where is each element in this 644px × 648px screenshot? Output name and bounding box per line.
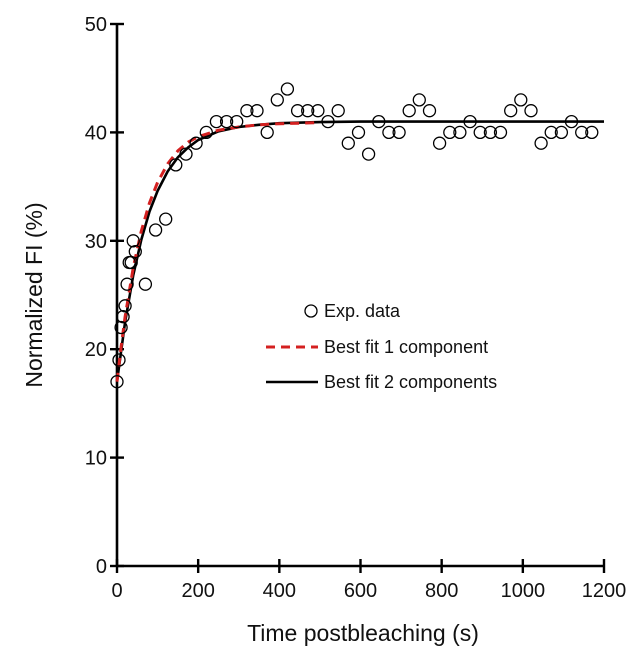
data-point [138, 277, 153, 291]
x-tick-label: 1000 [501, 580, 546, 602]
data-point [230, 114, 244, 129]
legend-label-fit-1: Best fit 1 component [324, 337, 488, 357]
data-point [432, 136, 447, 150]
data-point [554, 125, 569, 140]
data-point [402, 104, 416, 118]
data-point [260, 125, 274, 140]
data-point [331, 104, 345, 118]
data-point [341, 136, 355, 150]
data-point [179, 147, 193, 161]
data-point [361, 147, 376, 161]
data-point [473, 125, 487, 140]
data-point [351, 125, 366, 140]
data-point [321, 114, 335, 129]
y-tick-label: 50 [85, 14, 107, 36]
fit-2-components-line [115, 120, 604, 382]
data-point [120, 277, 134, 291]
data-point [311, 104, 325, 118]
data-point [301, 104, 315, 118]
axes [110, 22, 606, 573]
tick-labels: 0 10 20 30 40 50 0 200 400 600 800 1000 1200 [85, 14, 627, 602]
data-point [128, 244, 142, 259]
data-point [159, 212, 173, 226]
y-tick-label: 20 [85, 339, 107, 361]
data-point [116, 310, 130, 324]
data-point [585, 125, 599, 140]
data-point [199, 125, 213, 140]
data-point [463, 114, 477, 129]
data-point [372, 114, 386, 129]
data-point [126, 234, 140, 248]
data-point [189, 136, 203, 150]
data-point [250, 104, 264, 118]
y-tick-label: 10 [85, 448, 107, 470]
legend-marker-exp-data [304, 304, 318, 318]
data-point [240, 104, 254, 118]
data-point [110, 375, 124, 389]
fit-curves [115, 120, 604, 382]
legend-label-exp-data: Exp. data [324, 301, 401, 321]
data-point [270, 93, 284, 107]
data-point [382, 125, 396, 140]
data-point [209, 114, 224, 129]
y-tick-label: 0 [96, 556, 107, 578]
legend-label-fit-2: Best fit 2 components [324, 372, 497, 392]
x-tick-label: 400 [263, 580, 296, 602]
data-point [112, 353, 126, 367]
data-point [280, 82, 295, 96]
x-tick-label: 600 [344, 580, 377, 602]
data-point [118, 299, 132, 313]
data-point [114, 320, 128, 335]
data-point [524, 104, 538, 118]
data-point [564, 114, 579, 129]
x-tick-label: 800 [425, 580, 458, 602]
data-point [148, 223, 163, 237]
data-point [392, 125, 406, 140]
data-point [493, 125, 508, 140]
data-point [504, 104, 518, 118]
x-tick-label: 0 [111, 580, 122, 602]
x-axis-label: Time postbleaching (s) [247, 620, 479, 646]
data-point [453, 125, 467, 140]
fit-1-component-line [115, 121, 320, 382]
data-point [575, 125, 589, 140]
y-axis-label: Normalized FI (%) [21, 202, 47, 387]
y-tick-label: 40 [85, 122, 107, 144]
data-point [443, 125, 457, 140]
data-point [219, 114, 234, 129]
data-point [534, 136, 548, 150]
y-tick-label: 30 [85, 231, 107, 253]
legend: Exp. data Best fit 1 component Best fit … [266, 301, 497, 392]
x-tick-label: 1200 [582, 580, 627, 602]
data-points [110, 82, 599, 389]
x-tick-label: 200 [181, 580, 214, 602]
data-point [544, 125, 558, 140]
data-point [290, 104, 305, 118]
data-point [514, 93, 528, 107]
data-point [412, 93, 426, 107]
data-point [169, 158, 183, 172]
data-point [483, 125, 498, 140]
data-point [422, 104, 437, 118]
